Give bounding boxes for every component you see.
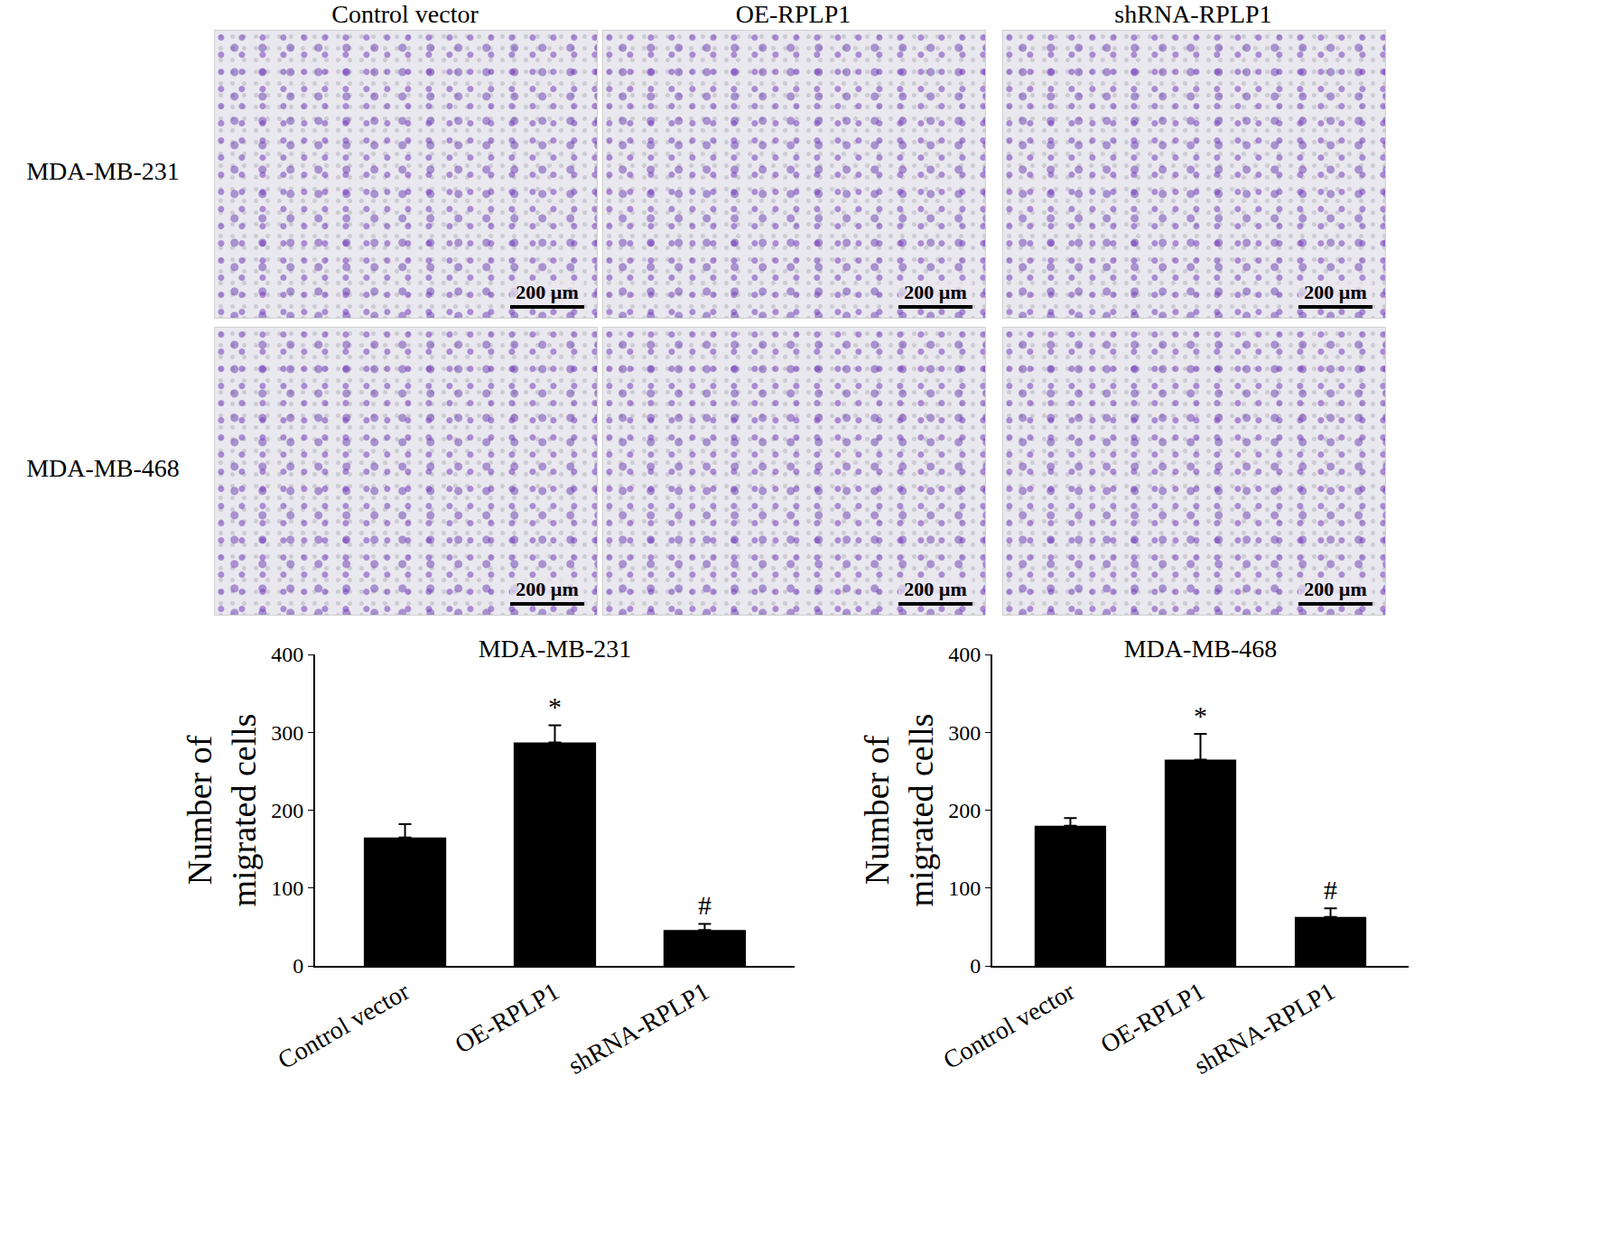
svg-text:#: # <box>1323 874 1338 905</box>
svg-text:400: 400 <box>948 642 981 667</box>
svg-text:*: * <box>1193 700 1208 731</box>
svg-text:MDA-MB-468: MDA-MB-468 <box>1124 634 1278 663</box>
svg-text:0: 0 <box>292 954 304 978</box>
html-text:200 µm: 200 µm <box>1304 577 1367 601</box>
svg-text:Control vector: Control vector <box>272 976 415 1075</box>
svg-text:OE-RPLP1: OE-RPLP1 <box>1096 976 1210 1060</box>
svg-text:100: 100 <box>948 876 981 901</box>
html-text:Control vector: Control vector <box>331 0 479 28</box>
svg-text:0: 0 <box>969 954 981 978</box>
svg-text:shRNA-RPLP1: shRNA-RPLP1 <box>1189 976 1340 1080</box>
svg-text:100: 100 <box>270 876 304 901</box>
html-text:MDA-MB-468: MDA-MB-468 <box>26 454 180 483</box>
svg-text:shRNA-RPLP1: shRNA-RPLP1 <box>563 976 714 1080</box>
html-text:OE-RPLP1: OE-RPLP1 <box>735 0 851 28</box>
html-text:200 µm: 200 µm <box>904 577 967 601</box>
svg-text:OE-RPLP1: OE-RPLP1 <box>450 976 565 1060</box>
svg-text:200: 200 <box>270 799 304 823</box>
html-text:shRNA-RPLP1: shRNA-RPLP1 <box>1114 0 1272 28</box>
svg-text:300: 300 <box>270 721 304 745</box>
svg-text:200: 200 <box>948 799 981 823</box>
svg-text:Number ofmigrated cells: Number ofmigrated cells <box>180 713 263 907</box>
html-text:200 µm: 200 µm <box>515 280 579 304</box>
svg-text:400: 400 <box>270 642 304 667</box>
svg-text:Number ofmigrated cells: Number ofmigrated cells <box>857 713 940 907</box>
html-text:MDA-MB-231: MDA-MB-231 <box>26 157 180 186</box>
svg-text:*: * <box>548 691 562 722</box>
svg-text:300: 300 <box>948 721 981 745</box>
html-text:200 µm: 200 µm <box>1304 280 1367 304</box>
svg-text:MDA-MB-231: MDA-MB-231 <box>478 634 633 663</box>
html-text:200 µm: 200 µm <box>515 577 579 601</box>
svg-text:#: # <box>697 890 712 921</box>
html-text:200 µm: 200 µm <box>904 280 967 304</box>
svg-text:Control vector: Control vector <box>938 976 1080 1075</box>
